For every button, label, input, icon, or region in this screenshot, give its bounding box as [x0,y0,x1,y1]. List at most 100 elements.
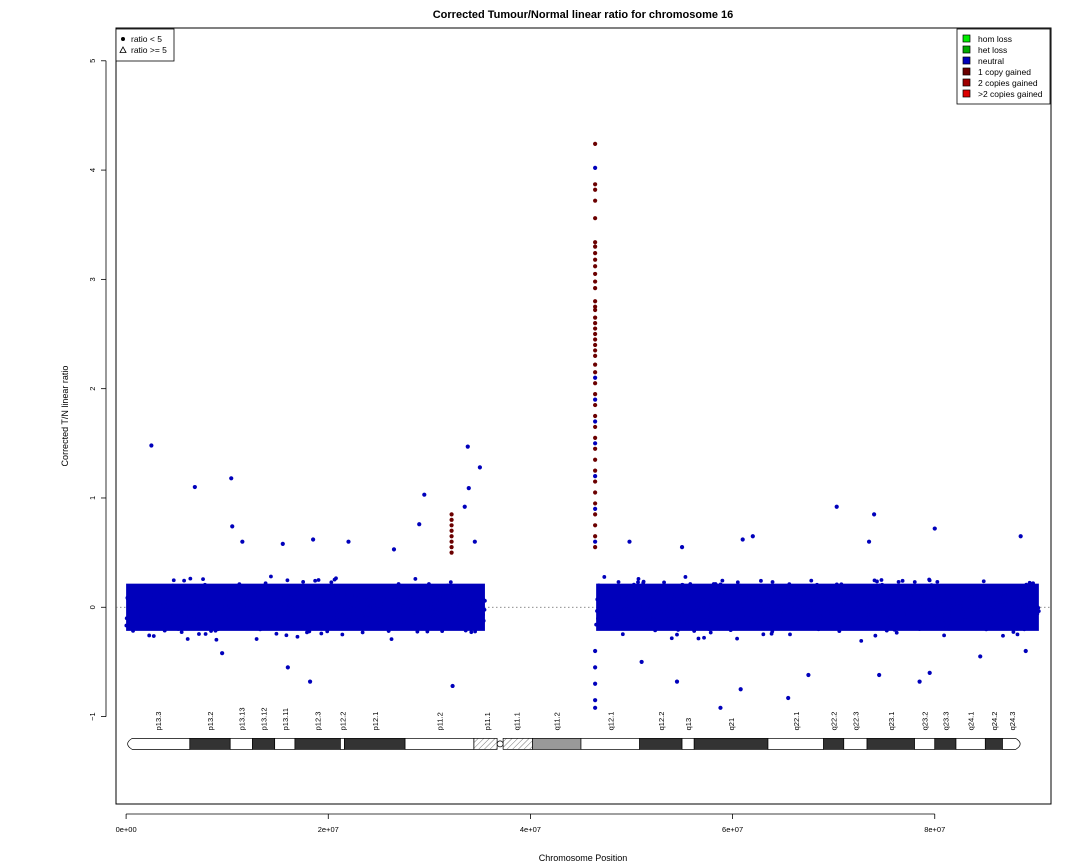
data-point [948,604,953,608]
spike-point [593,512,598,517]
data-point [481,612,485,617]
data-point [665,594,670,599]
data-point [781,598,786,603]
data-point [421,603,426,607]
data-point [261,621,266,626]
data-point [830,618,834,623]
data-point [238,589,243,593]
data-point [385,619,390,624]
data-point [471,603,476,608]
data-point [913,595,918,600]
data-point [619,608,623,612]
data-point [926,612,930,617]
data-point [859,599,863,604]
data-point [972,615,977,620]
data-point [650,593,655,598]
data-point [330,592,335,597]
data-point [263,581,268,586]
data-point [342,592,347,597]
outlier-point [718,705,723,710]
data-point [901,607,905,612]
data-point [634,597,639,602]
data-point [693,599,698,604]
x-tick-label: 0e+00 [116,825,137,834]
data-point [441,621,446,626]
data-point [184,602,189,607]
data-point [929,583,934,588]
data-point [449,539,454,544]
data-point [450,617,455,622]
data-point [1031,610,1036,615]
data-point [360,604,365,609]
data-point [455,594,460,599]
shape-legend-label: ratio < 5 [131,34,162,44]
data-point [862,620,866,625]
data-point [921,607,926,612]
data-point [763,614,768,619]
data-point [360,589,364,594]
data-point [836,598,841,603]
data-point [969,619,974,624]
data-point [338,617,343,622]
data-point [873,603,878,608]
data-point [681,583,685,588]
data-point [718,582,723,587]
data-point [409,598,414,603]
data-point [843,598,848,602]
data-point [1000,620,1005,624]
data-point [947,626,952,631]
data-point [1013,604,1017,609]
ideogram-band [843,738,868,750]
data-point [243,594,248,598]
data-point [853,624,858,629]
data-point [917,627,922,631]
data-point [278,612,282,617]
data-point [814,613,818,618]
data-point [169,614,174,619]
data-point [647,622,652,627]
data-point [267,605,272,610]
data-point [688,619,692,624]
data-point [252,621,257,626]
data-point [942,620,947,625]
data-point [770,589,774,593]
data-point [989,624,994,629]
data-point [732,593,737,597]
data-point [920,593,924,598]
data-point [369,601,374,606]
data-point [734,618,738,622]
data-point [413,577,418,581]
data-point [473,606,478,611]
data-point [430,617,435,622]
legend-label: >2 copies gained [978,89,1043,99]
data-point [450,597,455,602]
outlier-point [311,537,316,542]
data-point [224,607,228,611]
data-point [747,591,752,596]
data-point [319,631,324,636]
data-point [987,592,992,597]
data-point [460,625,465,630]
spike-point [593,648,598,654]
data-point [185,637,190,641]
data-point [982,599,987,603]
data-point [708,630,713,635]
spike-point [593,279,598,284]
data-point [461,590,466,595]
data-point [318,600,323,605]
data-point [995,603,1000,607]
data-point [363,621,368,626]
data-point [749,621,754,625]
data-point [147,620,152,624]
data-point [884,609,888,614]
data-point [803,617,807,621]
data-point [448,580,453,585]
data-point [449,512,454,517]
data-point [876,618,881,623]
data-point [428,599,433,604]
data-point [829,604,833,609]
data-point [773,605,778,609]
data-point [440,629,445,634]
data-point [373,617,378,621]
